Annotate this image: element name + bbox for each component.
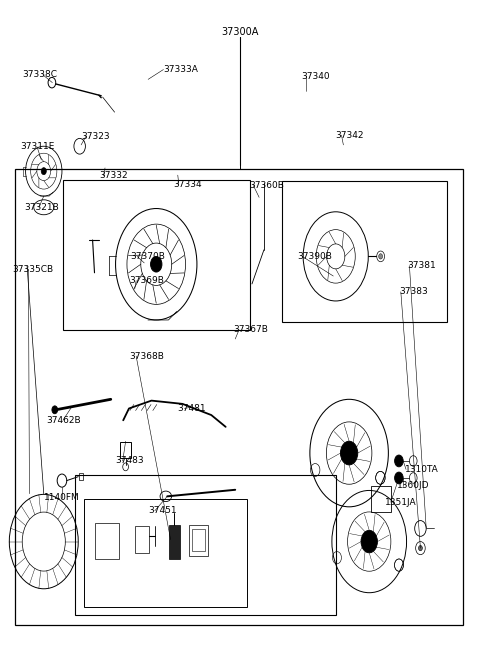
- Bar: [120, 442, 131, 459]
- Circle shape: [52, 406, 58, 414]
- Text: 37335CB: 37335CB: [12, 265, 54, 274]
- Circle shape: [340, 442, 358, 465]
- Bar: [192, 529, 204, 551]
- Circle shape: [395, 455, 403, 467]
- Circle shape: [419, 545, 422, 551]
- Text: 37340: 37340: [301, 72, 330, 81]
- Circle shape: [41, 168, 46, 175]
- Bar: [15, 170, 463, 625]
- Bar: [79, 474, 84, 480]
- Bar: [135, 526, 149, 553]
- Text: 1310TA: 1310TA: [405, 465, 439, 474]
- Bar: [169, 525, 180, 559]
- Circle shape: [379, 254, 383, 259]
- Text: 1351JA: 1351JA: [385, 498, 417, 507]
- Text: 37333A: 37333A: [163, 65, 198, 74]
- Text: 37367B: 37367B: [233, 325, 268, 334]
- Text: 37334: 37334: [173, 180, 202, 189]
- Text: 37483: 37483: [116, 457, 144, 465]
- Text: 37321B: 37321B: [24, 203, 60, 212]
- Text: 37451: 37451: [148, 507, 177, 515]
- Text: 37383: 37383: [399, 287, 428, 296]
- Text: 37381: 37381: [408, 261, 436, 270]
- Text: 37323: 37323: [81, 132, 110, 141]
- Bar: [95, 523, 119, 559]
- Text: 1140FM: 1140FM: [44, 493, 80, 502]
- Text: 37462B: 37462B: [46, 416, 81, 425]
- Text: 37369B: 37369B: [129, 276, 164, 285]
- Text: 37300A: 37300A: [221, 27, 259, 37]
- Text: 37481: 37481: [178, 404, 206, 413]
- Bar: [75, 476, 336, 615]
- Bar: [189, 524, 208, 556]
- Text: 37368B: 37368B: [129, 351, 164, 361]
- Circle shape: [395, 472, 403, 484]
- Text: 37342: 37342: [336, 131, 364, 139]
- Bar: [371, 486, 391, 512]
- Text: 1360JD: 1360JD: [397, 482, 430, 490]
- Circle shape: [151, 256, 162, 272]
- Text: 37311E: 37311E: [20, 143, 54, 151]
- Bar: [282, 181, 447, 322]
- Text: 37338C: 37338C: [22, 70, 57, 79]
- Bar: [84, 499, 247, 607]
- Text: 37360B: 37360B: [250, 181, 285, 190]
- Text: 37332: 37332: [99, 171, 127, 180]
- Circle shape: [361, 530, 377, 553]
- Text: 37390B: 37390B: [298, 252, 332, 261]
- Text: 37370B: 37370B: [130, 252, 165, 261]
- Bar: [63, 180, 250, 330]
